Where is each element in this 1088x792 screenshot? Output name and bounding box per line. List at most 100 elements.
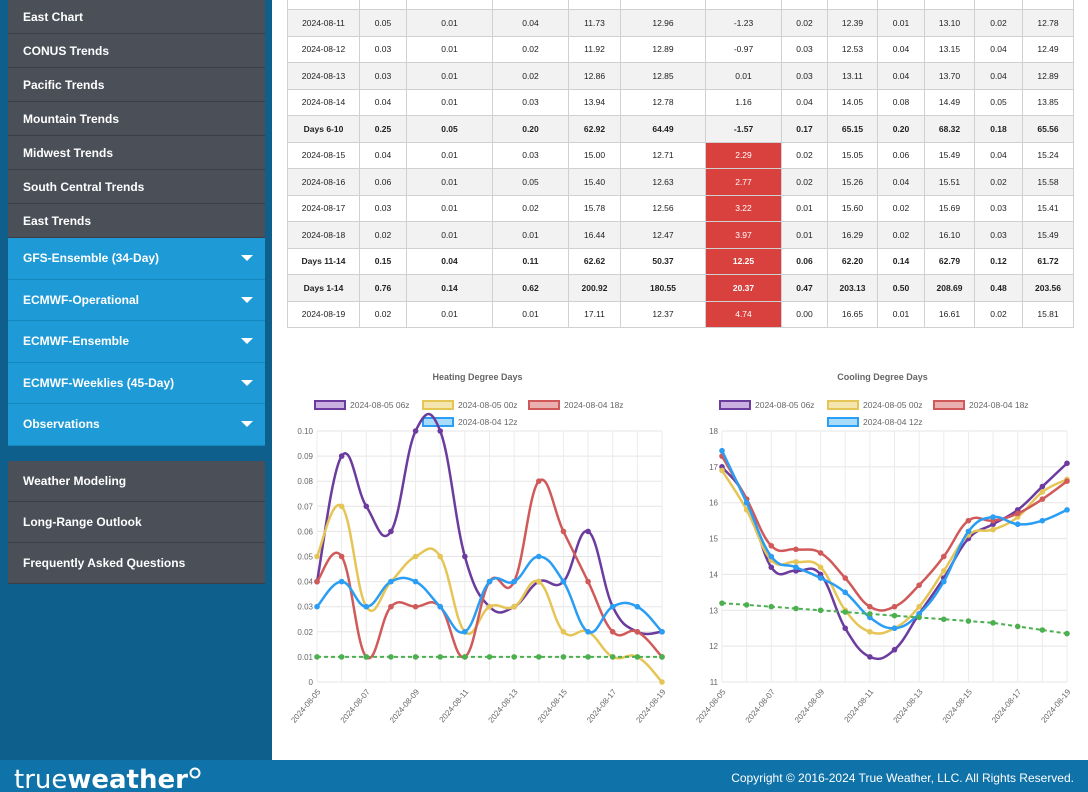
nav-mountain-trends[interactable]: Mountain Trends <box>8 102 265 136</box>
table-cell: 0.03 <box>781 35 828 63</box>
nav-midwest-trends[interactable]: Midwest Trends <box>8 136 265 170</box>
data-point <box>1064 630 1070 637</box>
table-cell: 0.06 <box>781 247 828 275</box>
chart-title: Cooling Degree Days <box>837 372 928 382</box>
accordion-label: Observations <box>23 417 100 432</box>
data-point <box>388 654 394 660</box>
data-point <box>990 620 996 626</box>
table-cell: 15.69 <box>924 194 975 222</box>
data-point <box>338 654 345 660</box>
nav-pacific-trends[interactable]: Pacific Trends <box>8 68 265 102</box>
logo-text-true: true <box>14 765 68 792</box>
x-tick-label: 2024-08-07 <box>339 687 373 725</box>
table-cell <box>287 0 360 10</box>
accordion-ecmwf-weeklies[interactable]: ECMWF-Weeklies (45-Day) <box>8 362 265 404</box>
accordion-observations[interactable]: Observations <box>8 404 265 446</box>
data-point <box>388 603 394 610</box>
nav-weather-modeling[interactable]: Weather Modeling <box>8 461 265 502</box>
nav-conus-trends[interactable]: CONUS Trends <box>8 34 265 68</box>
legend-label: 2024-08-04 18z <box>564 400 624 410</box>
y-tick-label: 0.01 <box>297 653 313 662</box>
accordion-ecmwf-operational[interactable]: ECMWF-Operational <box>8 279 265 321</box>
table-cell: 15.49 <box>924 141 975 169</box>
data-point <box>437 603 444 610</box>
table-cell: 0.48 <box>974 274 1023 302</box>
table-cell: 1.16 <box>705 88 782 116</box>
data-point <box>768 542 775 549</box>
data-point <box>486 654 493 660</box>
data-point <box>743 499 750 506</box>
x-tick-label: 2024-08-07 <box>744 687 778 725</box>
legend-swatch <box>422 400 454 410</box>
table-cell: 2024-08-14 <box>287 88 360 116</box>
data-point <box>768 564 775 571</box>
table-row: 2024-08-19 0.02 0.01 0.01 17.11 12.37 4.74 0.00… <box>287 300 1074 328</box>
table-row: 2024-08-18 0.02 0.01 0.01 16.44 12.47 3.97 0.01… <box>287 221 1074 249</box>
table-cell: 14.05 <box>827 88 878 116</box>
nav-faq[interactable]: Frequently Asked Questions <box>8 543 265 584</box>
table-cell: 0.14 <box>877 247 925 275</box>
table-cell <box>877 0 925 10</box>
data-point <box>634 629 641 635</box>
nav-east-trends[interactable]: East Trends <box>8 204 265 238</box>
y-tick-label: 0.02 <box>297 628 313 637</box>
data-point <box>940 578 947 585</box>
data-point <box>842 625 849 632</box>
sun-icon <box>189 767 201 779</box>
table-cell: 203.13 <box>827 274 878 302</box>
table-cell: 62.62 <box>568 247 621 275</box>
legend-swatch <box>827 417 859 427</box>
data-point <box>659 629 665 635</box>
chevron-down-icon <box>241 421 253 428</box>
accordion-label: ECMWF-Weeklies (45-Day) <box>23 375 175 390</box>
cooling-degree-days-chart: Cooling Degree Days 2024-08-05 06z 2024-08… <box>694 372 1073 725</box>
table-cell: 0.04 <box>406 247 493 275</box>
table-cell: 0.02 <box>877 194 925 222</box>
accordion-gfs-ensemble[interactable]: GFS-Ensemble (34-Day) <box>8 238 265 280</box>
data-point <box>965 517 972 524</box>
data-point <box>817 575 824 581</box>
table-cell: 0.01 <box>705 62 782 90</box>
data-point <box>1064 460 1070 467</box>
table-cell: 0.18 <box>974 115 1023 143</box>
table-cell: 2024-08-13 <box>287 62 360 90</box>
data-point <box>990 526 996 533</box>
table-cell: 2024-08-16 <box>287 168 360 196</box>
y-tick-label: 17 <box>709 463 718 472</box>
table-cell: 2024-08-19 <box>287 300 360 328</box>
table-cell: 62.79 <box>924 247 975 275</box>
data-point <box>437 428 444 434</box>
nav-south-central-trends[interactable]: South Central Trends <box>8 170 265 204</box>
nav-long-range-outlook[interactable]: Long-Range Outlook <box>8 502 265 543</box>
nav-east-chart[interactable]: East Chart <box>8 0 265 34</box>
table-cell: 2024-08-18 <box>287 221 360 249</box>
data-point <box>338 578 345 585</box>
table-cell: 0.05 <box>406 115 493 143</box>
table-cell: 15.00 <box>568 141 621 169</box>
data-point <box>659 654 665 660</box>
data-point <box>338 503 345 510</box>
legend-swatch <box>314 400 346 410</box>
data-point <box>793 559 799 565</box>
data-point <box>560 528 567 535</box>
table-cell: 0.03 <box>359 62 407 90</box>
accordion-ecmwf-ensemble[interactable]: ECMWF-Ensemble <box>8 321 265 363</box>
table-cell <box>827 0 878 10</box>
table-cell: 0.25 <box>359 115 407 143</box>
table-cell: 0.01 <box>492 221 569 249</box>
table-cell: 12.63 <box>620 168 706 196</box>
table-cell: 0.02 <box>974 9 1023 37</box>
data-point <box>363 603 370 610</box>
y-tick-label: 15 <box>709 535 718 544</box>
legend-swatch <box>933 400 965 410</box>
table-cell: 15.58 <box>1022 168 1074 196</box>
true-weather-logo[interactable]: trueweather <box>14 764 202 792</box>
table-cell: 15.41 <box>1022 194 1074 222</box>
data-point <box>719 467 725 474</box>
table-cell: 0.03 <box>781 62 828 90</box>
data-point <box>314 553 320 560</box>
data-point <box>768 553 775 560</box>
data-point <box>486 578 493 585</box>
table-cell: 0.03 <box>359 194 407 222</box>
table-cell: Days 6-10 <box>287 115 360 143</box>
